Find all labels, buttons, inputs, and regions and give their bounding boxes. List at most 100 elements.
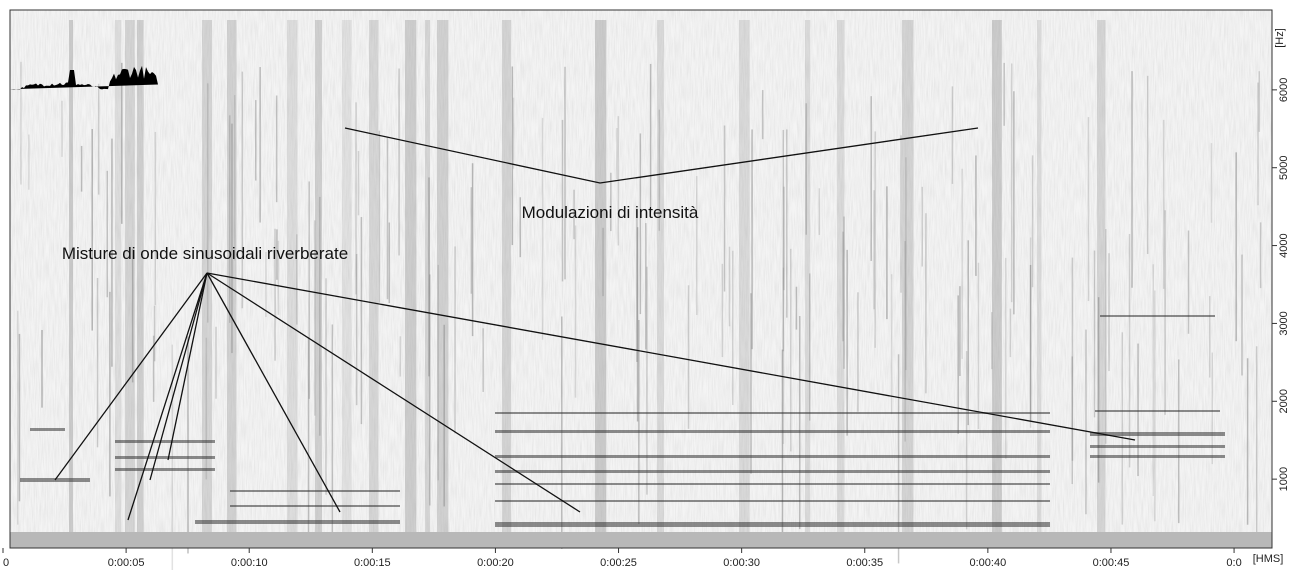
streak xyxy=(242,72,244,309)
streak xyxy=(1122,332,1124,524)
y-axis-label: [Hz] xyxy=(1274,28,1286,48)
harmonic-line xyxy=(115,468,215,471)
streak xyxy=(790,249,792,452)
streak xyxy=(81,146,83,192)
streak xyxy=(1013,91,1015,314)
vertical-streak xyxy=(342,20,352,540)
vertical-streak xyxy=(739,20,750,540)
harmonic-line xyxy=(1090,445,1225,448)
streak xyxy=(1098,297,1100,482)
streak xyxy=(17,311,19,525)
streak xyxy=(1209,296,1211,377)
streak xyxy=(1085,330,1087,515)
streak xyxy=(722,264,724,357)
streak xyxy=(28,134,30,189)
streak xyxy=(1178,359,1180,523)
harmonic-line xyxy=(115,440,215,443)
streak xyxy=(20,62,22,185)
harmonic-line xyxy=(1095,410,1220,412)
streak xyxy=(389,223,391,304)
x-tick-label: 0:00:45 xyxy=(1093,557,1130,569)
streak xyxy=(542,118,544,340)
vertical-streak xyxy=(1037,20,1041,540)
harmonic-line xyxy=(195,520,400,524)
streak xyxy=(454,246,456,433)
streak xyxy=(398,69,400,256)
streak xyxy=(636,208,638,361)
streak xyxy=(891,274,893,414)
streak xyxy=(975,155,977,275)
streak xyxy=(732,251,734,405)
streak xyxy=(308,337,310,532)
streak xyxy=(1088,117,1090,301)
y-tick-label: 1000 xyxy=(1278,467,1290,491)
streak xyxy=(562,120,564,282)
streak xyxy=(361,217,363,424)
streak xyxy=(729,247,731,327)
streak xyxy=(1247,358,1249,524)
streak xyxy=(1241,255,1243,376)
streak xyxy=(1154,291,1156,522)
streak xyxy=(857,292,859,411)
streak xyxy=(379,131,381,303)
streak xyxy=(437,265,439,480)
vertical-streak xyxy=(369,20,378,540)
streak xyxy=(991,312,993,369)
streak xyxy=(645,223,647,349)
streak xyxy=(387,136,389,299)
vertical-streak xyxy=(992,20,1002,540)
streak xyxy=(400,336,402,376)
streak xyxy=(819,188,821,235)
low-band xyxy=(10,532,1272,548)
streak xyxy=(925,213,927,393)
streak xyxy=(1256,346,1258,539)
streak xyxy=(255,100,257,180)
x-tick-label: 0:00:30 xyxy=(723,557,760,569)
harmonic-line xyxy=(230,505,400,507)
vertical-streak xyxy=(287,20,298,540)
annotation: Modulazioni di intensità xyxy=(522,203,699,222)
streak xyxy=(1032,155,1034,287)
streak xyxy=(750,293,752,473)
streak xyxy=(650,64,652,212)
streak xyxy=(1010,309,1012,358)
harmonic-line xyxy=(495,500,1050,502)
harmonic-line xyxy=(495,470,1050,473)
streak xyxy=(842,232,844,342)
streak xyxy=(900,135,902,292)
x-tick-label: 0:0 xyxy=(1226,557,1241,569)
harmonic-line xyxy=(495,522,1050,527)
streak xyxy=(688,285,690,429)
streak xyxy=(1108,253,1110,371)
streak xyxy=(870,96,872,261)
vertical-streak xyxy=(502,20,511,540)
streak xyxy=(921,187,923,267)
streak xyxy=(952,86,954,184)
streak xyxy=(809,273,811,420)
streak xyxy=(132,249,134,383)
vertical-streak xyxy=(115,20,121,540)
streak xyxy=(1030,265,1032,421)
streak xyxy=(905,157,907,370)
streak xyxy=(325,278,327,494)
vertical-streak xyxy=(657,20,664,540)
harmonic-line xyxy=(495,430,1050,433)
streak xyxy=(1259,71,1261,132)
y-tick-label: 4000 xyxy=(1278,233,1290,257)
streak xyxy=(846,250,848,436)
streak xyxy=(786,129,788,317)
streak xyxy=(1163,120,1165,289)
streak xyxy=(966,351,968,529)
harmonic-line xyxy=(115,456,215,459)
y-tick-label: 6000 xyxy=(1278,78,1290,102)
streak xyxy=(482,328,484,392)
streak xyxy=(443,325,445,507)
streak xyxy=(1005,258,1007,459)
streak xyxy=(98,84,100,195)
streak xyxy=(1235,152,1237,341)
streak xyxy=(41,330,43,408)
streak xyxy=(575,225,577,397)
streak xyxy=(1211,143,1213,223)
streak xyxy=(215,327,217,399)
y-tick-label: 2000 xyxy=(1278,389,1290,413)
